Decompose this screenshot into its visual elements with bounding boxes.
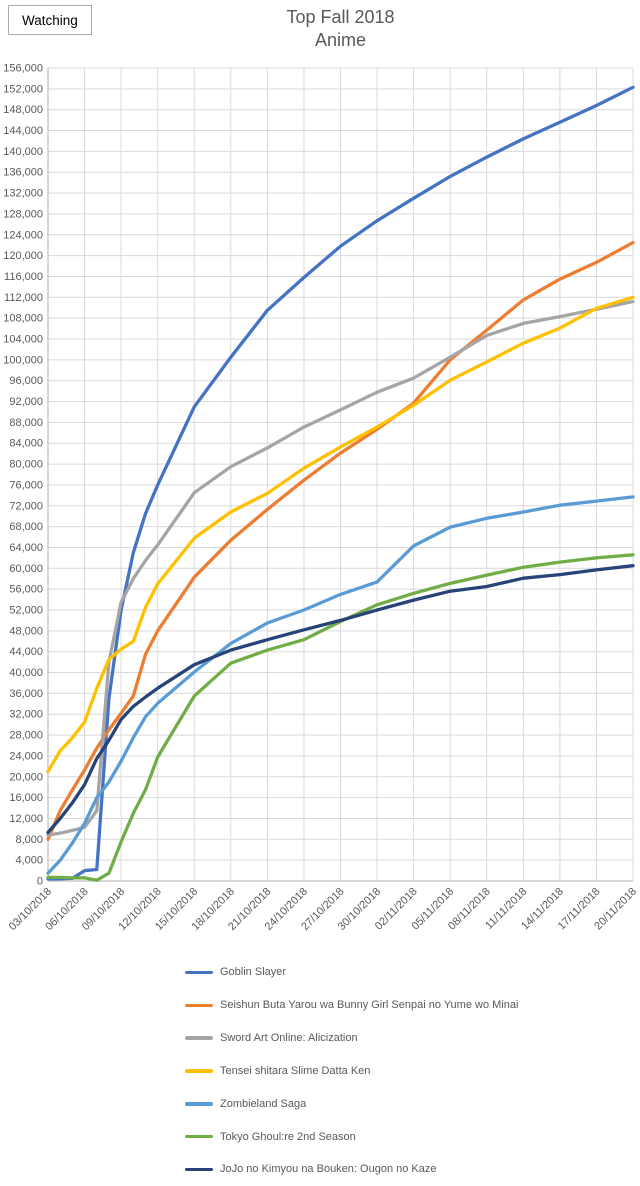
y-axis-label: 112,000 [4,292,43,304]
y-axis-label: 108,000 [3,313,43,325]
y-axis-label: 80,000 [9,459,43,471]
legend-line-swatch-icon [185,1069,213,1073]
y-axis-label: 128,000 [3,208,43,220]
y-axis-label: 44,000 [9,646,43,658]
legend-item-jojo-ougon-no-kaze[interactable]: JoJo no Kimyou na Bouken: Ougon no Kaze [185,1153,518,1186]
line-chart: 0 4,000 8,000 12,000 16,000 20,000 24,000 28,00… [3,63,639,934]
legend-line-swatch-icon [185,1036,213,1040]
y-axis-label: 124,000 [3,229,43,241]
chart-title[interactable]: Top Fall 2018 Anime [48,6,633,52]
y-axis-label: 48,000 [9,625,43,637]
legend-line-swatch-icon [185,1134,213,1139]
legend-line-swatch-icon [185,1102,213,1106]
series-line-tokyo-ghoul-re-2nd-season[interactable] [46,553,635,882]
y-axis-label: 8,000 [15,834,43,846]
series-line-sword-art-online-alicization[interactable] [46,299,635,837]
legend-label: JoJo no Kimyou na Bouken: Ougon no Kaze [220,1163,437,1176]
legend-line-swatch-icon [185,1167,213,1172]
y-axis-label: 136,000 [3,167,43,179]
legend-label: Tokyo Ghoul:re 2nd Season [220,1130,356,1143]
legend-label: Sword Art Online: Alicization [220,1032,358,1045]
y-axis-label: 72,000 [9,500,43,512]
y-axis-label: 88,000 [9,417,43,429]
chart-title-line-2: Anime [314,30,367,50]
y-axis-label: 64,000 [9,542,43,554]
legend-label: Seishun Buta Yarou wa Bunny Girl Senpai … [220,999,519,1012]
y-axis-label: 4,000 [15,855,43,867]
y-axis-label: 32,000 [9,709,43,721]
y-axis-label: 76,000 [9,479,43,491]
y-axis-label: 0 [37,876,43,888]
series-line-tensei-shitara-slime-datta-ken[interactable] [46,295,635,774]
legend-item-sword-art-online-alicization[interactable]: Sword Art Online: Alicization [185,1022,518,1055]
y-axis-label: 20,000 [9,771,43,783]
series-line-zombieland-saga[interactable] [46,495,635,875]
legend-item-goblin-slayer[interactable]: Goblin Slayer [185,956,518,989]
y-axis-label: 60,000 [9,563,43,575]
y-axis-label: 120,000 [3,250,43,262]
y-axis-label: 56,000 [9,584,43,596]
y-axis-label: 156,000 [3,63,43,75]
series-line-goblin-slayer[interactable] [46,85,635,881]
y-axis-label: 104,000 [3,334,43,346]
y-axis-label: 28,000 [9,730,43,742]
y-axis-label: 152,000 [3,83,43,95]
chart-title-line-1: Top Fall 2018 [286,7,395,27]
legend-label: Goblin Slayer [220,966,287,979]
legend-item-seishun-buta-yarou[interactable]: Seishun Buta Yarou wa Bunny Girl Senpai … [185,989,518,1022]
watching-filter-label: Watching [22,12,78,28]
series-line-seishun-buta-yarou[interactable] [46,240,635,841]
y-axis-label: 96,000 [9,375,43,387]
y-axis-label: 116,000 [4,271,43,283]
watching-filter-button[interactable]: Watching [8,5,92,35]
y-axis-label: 132,000 [3,188,43,200]
y-axis-label: 148,000 [3,104,43,116]
y-axis-label: 84,000 [9,438,43,450]
legend-item-zombieland-saga[interactable]: Zombieland Saga [185,1087,518,1120]
legend-line-swatch-icon [185,1003,213,1008]
y-axis-label: 140,000 [3,146,43,158]
y-axis-label: 36,000 [9,688,43,700]
legend-item-tokyo-ghoul-re-2nd-season[interactable]: Tokyo Ghoul:re 2nd Season [185,1120,518,1153]
y-axis-label: 52,000 [9,605,43,617]
y-axis-label: 40,000 [9,667,43,679]
y-axis-label: 92,000 [9,396,43,408]
y-axis-label: 12,000 [9,813,43,825]
chart-legend: Goblin Slayer Seishun Buta Yarou wa Bunny… [185,956,518,1186]
y-axis-label: 68,000 [9,521,43,533]
legend-line-swatch-icon [185,970,213,975]
y-axis-label: 16,000 [9,792,43,804]
series-line-jojo-ougon-no-kaze[interactable] [46,564,635,835]
y-axis-label: 24,000 [9,750,43,762]
y-axis-label: 100,000 [3,354,43,366]
legend-label: Tensei shitara Slime Datta Ken [220,1064,371,1077]
y-axis-label: 144,000 [3,125,43,137]
legend-item-tensei-shitara-slime-datta-ken[interactable]: Tensei shitara Slime Datta Ken [185,1055,518,1088]
legend-label: Zombieland Saga [220,1097,307,1110]
